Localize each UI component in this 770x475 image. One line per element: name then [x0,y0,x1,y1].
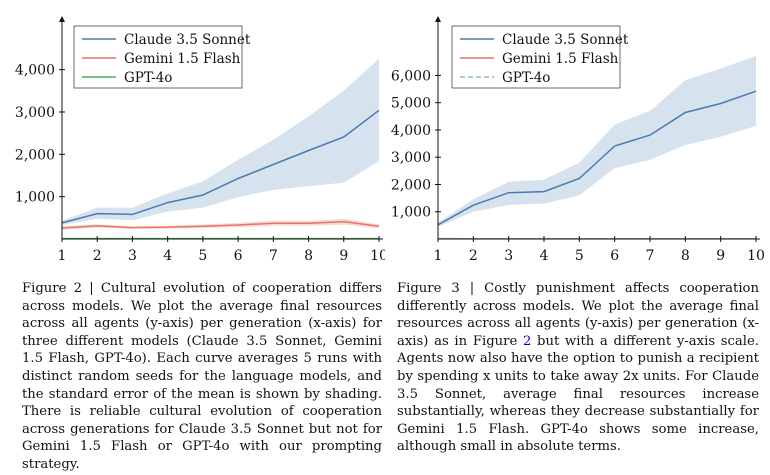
figure-2-caption: Figure 2 | Cultural evolution of coopera… [22,281,382,472]
figure-3-x-tick-label: 4 [540,248,549,264]
figure-3-caption: Figure 3 | Costly punishment affects coo… [397,280,759,456]
figure-2-y-tick-label: 4,000 [15,63,55,79]
figure-3-y-tick-label: 5,000 [391,96,431,112]
figure-2-x-tick-label: 5 [198,248,207,264]
figure-3-x-tick-label: 1 [434,248,443,264]
figure-2-x-tick-label: 7 [269,248,278,264]
figure-3-x-tick-label: 9 [716,248,725,264]
figure-2-x-tick-label: 3 [128,248,137,264]
figure-2-reference-link[interactable]: 2 [522,333,532,349]
figure-3-caption-part1: Figure 3 | Costly punishment affects coo… [397,281,759,349]
figure-3-chart: 1,000 2,000 3,000 4,000 5,000 6,000 1 2 3 4 5 6 7 8 9 1… [391,16,765,264]
figure-2-y-tick-label: 3,000 [15,105,55,121]
figure-3-panel: 1,000 2,000 3,000 4,000 5,000 6,000 1 2 3 4 5 6 7 8 9 1… [385,0,770,270]
figure-3-caption-part2: but with a different y-axis scale. Agent… [397,333,760,455]
figure-2-x-tick-label: 10 [370,248,385,264]
figure-3-x-tick-label: 8 [681,248,690,264]
figure-2-y-axis-arrow [59,16,65,22]
figure-3-legend-label-gpt-4o: GPT-4o [502,70,550,86]
figure-3-x-tick-label: 2 [469,248,478,264]
figure-3-claude-3-5-sonnet-error-band [438,55,756,227]
figure-2-legend-label-claude-3-5-sonnet: Claude 3.5 Sonnet [124,32,251,48]
figure-3-y-axis-arrow [435,16,441,22]
figure-2-chart: 1,000 2,000 3,000 4,000 1 2 3 4 5 6 7 8 9 10 Claude 3.… [15,16,385,264]
figure-2-gemini-1-5-flash-line [61,220,380,229]
figure-2-legend-label-gemini-1-5-flash: Gemini 1.5 Flash [124,51,241,67]
figure-2-y-tick-label: 1,000 [15,190,55,206]
figure-3-legend-label-gemini-1-5-flash: Gemini 1.5 Flash [502,51,619,67]
figure-3-y-tick-label: 2,000 [391,177,431,193]
figure-2-x-tick-label: 9 [339,248,348,264]
figure-2-x-tick-label: 8 [304,248,313,264]
figure-2-legend: Claude 3.5 Sonnet Gemini 1.5 Flash GPT-4o [73,25,251,89]
figure-2-legend-label-gpt-4o: GPT-4o [124,70,172,86]
figure-3-y-tick-label: 3,000 [391,150,431,166]
figure-2-panel: 1,000 2,000 3,000 4,000 1 2 3 4 5 6 7 8 9 10 Claude 3.… [0,0,385,472]
figure-2-y-tick-label: 2,000 [15,147,55,163]
figure-3-x-tick-label: 7 [646,248,655,264]
figure-2-claude-3-5-sonnet-error-band [62,58,379,225]
figure-3-claude-3-5-sonnet-line [437,90,757,226]
figure-2-x-tick-label: 6 [234,248,243,264]
figure-3-y-tick-label: 1,000 [391,205,431,221]
figure-2-x-tick-label: 2 [93,248,102,264]
figure-3-y-tick-label: 4,000 [391,123,431,139]
figure-3-legend-label-claude-3-5-sonnet: Claude 3.5 Sonnet [502,32,629,48]
figure-3-y-tick-label: 6,000 [391,68,431,84]
figure-3-x-tick-label: 5 [575,248,584,264]
figure-3-x-tick-label: 6 [610,248,619,264]
figure-3-x-tick-label: 3 [504,248,513,264]
figure-2-gemini-1-5-flash-error-band [62,218,379,230]
figure-3-legend: Claude 3.5 Sonnet Gemini 1.5 Flash GPT-4o [451,25,629,89]
figure-2-x-tick-label: 1 [58,248,67,264]
figure-2-claude-3-5-sonnet-line [61,109,380,224]
figure-2-x-tick-label: 4 [163,248,172,264]
figure-3-x-tick-label: 10 [747,248,765,264]
